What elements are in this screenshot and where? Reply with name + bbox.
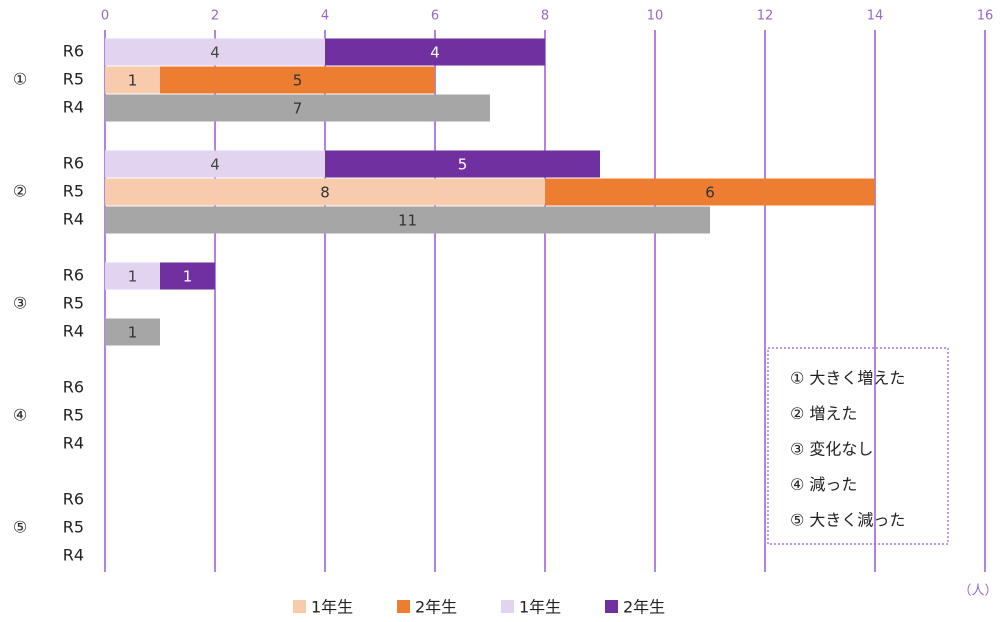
row-label: R5 xyxy=(63,518,84,537)
row-label: R4 xyxy=(63,210,84,229)
data-label: 1 xyxy=(128,72,138,90)
note: ⑤ 大きく減った xyxy=(790,511,905,530)
group-label: ④ xyxy=(13,406,27,425)
x-tick-label: 0 xyxy=(101,9,109,24)
data-label: 1 xyxy=(183,268,193,286)
bar xyxy=(105,318,160,346)
row-label: R5 xyxy=(63,182,84,201)
data-label: 4 xyxy=(210,44,220,62)
bar xyxy=(160,66,435,94)
x-tick-label: 2 xyxy=(211,9,219,24)
legend-label: 1年生 xyxy=(519,598,561,617)
legend-label: 2年生 xyxy=(415,598,457,617)
group-label: ② xyxy=(13,182,27,201)
bar xyxy=(160,262,215,290)
data-label: 5 xyxy=(293,72,303,90)
group-label: ⑤ xyxy=(13,518,27,537)
bar xyxy=(105,66,160,94)
x-tick-label: 16 xyxy=(977,9,994,24)
row-label: R4 xyxy=(63,434,84,453)
bar xyxy=(105,206,710,234)
note: ① 大きく増えた xyxy=(790,369,905,388)
row-label: R5 xyxy=(63,70,84,89)
note-box xyxy=(767,347,949,545)
x-tick-label: 6 xyxy=(431,9,439,24)
row-label: R4 xyxy=(63,546,84,565)
data-label: 11 xyxy=(398,212,417,230)
data-label: 1 xyxy=(128,268,138,286)
row-label: R4 xyxy=(63,322,84,341)
data-label: 1 xyxy=(128,324,138,342)
bar xyxy=(325,150,600,178)
data-label: 4 xyxy=(210,156,220,174)
bar xyxy=(105,262,160,290)
row-label: R6 xyxy=(63,42,84,61)
x-tick-label: 8 xyxy=(541,9,549,24)
bar xyxy=(325,38,545,66)
legend-label: 2年生 xyxy=(623,598,665,617)
row-label: R4 xyxy=(63,98,84,117)
legend-swatch xyxy=(397,600,410,613)
row-label: R6 xyxy=(63,490,84,509)
x-tick-label: 4 xyxy=(321,9,329,24)
row-label: R6 xyxy=(63,266,84,285)
x-tick-label: 12 xyxy=(757,9,774,24)
bar xyxy=(105,94,490,122)
legend-swatch xyxy=(293,600,306,613)
row-label: R6 xyxy=(63,154,84,173)
row-label: R5 xyxy=(63,406,84,425)
data-label: 6 xyxy=(705,184,715,202)
bar xyxy=(105,38,325,66)
legend-swatch xyxy=(605,600,618,613)
note: ④ 減った xyxy=(790,475,857,494)
note: ③ 変化なし xyxy=(790,440,873,459)
bar xyxy=(105,150,325,178)
x-tick-label: 14 xyxy=(867,9,884,24)
note: ② 増えた xyxy=(790,404,857,423)
legend-swatch xyxy=(501,600,514,613)
data-label: 7 xyxy=(293,100,303,118)
unit-label: （人） xyxy=(958,584,997,599)
legend-label: 1年生 xyxy=(311,598,353,617)
data-label: 4 xyxy=(430,44,440,62)
bar xyxy=(105,178,545,206)
bar xyxy=(545,178,875,206)
row-label: R5 xyxy=(63,294,84,313)
data-label: 8 xyxy=(320,184,330,202)
row-label: R6 xyxy=(63,378,84,397)
group-label: ③ xyxy=(13,294,27,313)
group-label: ① xyxy=(13,70,27,89)
x-tick-label: 10 xyxy=(647,9,664,24)
data-label: 5 xyxy=(458,156,468,174)
